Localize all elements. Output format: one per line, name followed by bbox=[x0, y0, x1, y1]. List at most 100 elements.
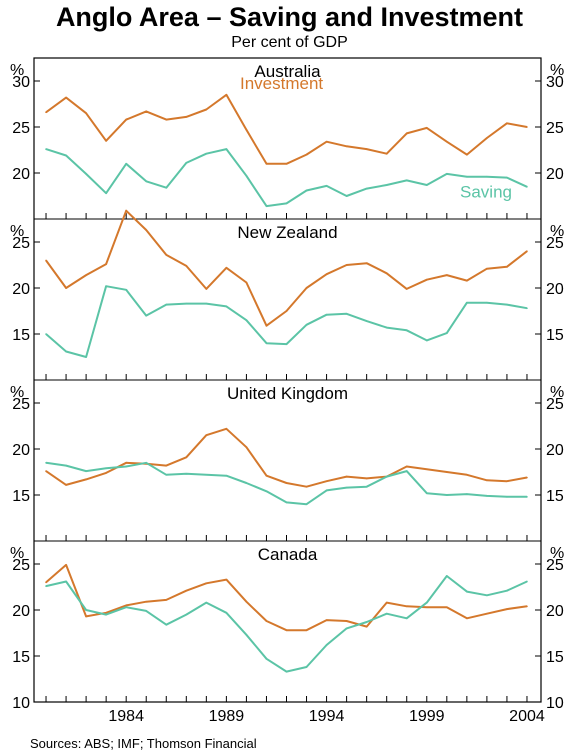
unit-label-right: % bbox=[550, 62, 564, 79]
investment-point bbox=[486, 137, 488, 139]
investment-point bbox=[85, 478, 87, 481]
saving-point bbox=[446, 575, 448, 577]
panel-title: Australia bbox=[254, 62, 321, 81]
saving-point bbox=[325, 185, 328, 187]
investment-point bbox=[385, 601, 388, 604]
investment-point bbox=[365, 148, 368, 150]
investment-point bbox=[125, 462, 127, 464]
investment-point bbox=[285, 482, 288, 484]
unit-label-right: % bbox=[550, 384, 564, 401]
investment-point bbox=[245, 446, 248, 448]
saving-point bbox=[425, 492, 428, 494]
saving-point bbox=[225, 305, 228, 308]
investment-point bbox=[345, 145, 348, 148]
y-tick-label-right: 25 bbox=[546, 557, 564, 574]
unit-label-right: % bbox=[550, 545, 564, 562]
saving-point bbox=[345, 312, 348, 315]
investment-point bbox=[285, 310, 288, 312]
y-tick-label-left: 20 bbox=[12, 166, 30, 183]
investment-point bbox=[225, 266, 228, 269]
saving-point bbox=[385, 475, 388, 478]
saving-point bbox=[486, 301, 488, 304]
investment-point bbox=[486, 479, 488, 482]
investment-point bbox=[185, 265, 188, 267]
investment-point bbox=[65, 287, 67, 289]
saving-point bbox=[265, 490, 268, 493]
saving-point bbox=[305, 503, 308, 506]
investment-point bbox=[325, 140, 328, 143]
y-tick-label-right: 25 bbox=[546, 235, 564, 252]
saving-point bbox=[85, 356, 87, 358]
investment-point bbox=[325, 273, 328, 276]
saving-point bbox=[185, 613, 188, 616]
saving-point bbox=[125, 289, 127, 291]
investment-series-label: Investment bbox=[240, 74, 323, 93]
x-tick-label: 1989 bbox=[209, 708, 245, 725]
saving-point bbox=[65, 350, 67, 353]
saving-point bbox=[466, 175, 468, 178]
y-tick-label-right: 20 bbox=[546, 442, 564, 459]
investment-point bbox=[305, 629, 308, 632]
investment-point bbox=[145, 110, 148, 113]
saving-point bbox=[285, 501, 288, 504]
investment-point bbox=[45, 581, 47, 584]
investment-point bbox=[245, 600, 248, 603]
investment-point bbox=[466, 473, 468, 476]
investment-point bbox=[265, 163, 268, 165]
chart-source: Sources: ABS; IMF; Thomson Financial bbox=[30, 736, 257, 751]
saving-point bbox=[325, 489, 328, 492]
investment-point bbox=[225, 94, 228, 96]
investment-point bbox=[446, 606, 448, 609]
plot-frame bbox=[33, 57, 542, 703]
investment-point bbox=[405, 605, 408, 608]
y-tick-label-right: 25 bbox=[546, 396, 564, 413]
investment-point bbox=[305, 287, 308, 289]
saving-point bbox=[285, 202, 288, 205]
saving-point bbox=[506, 303, 508, 306]
saving-point bbox=[145, 180, 148, 183]
y-tick-label-right: 20 bbox=[546, 603, 564, 620]
investment-line bbox=[45, 563, 528, 632]
investment-point bbox=[85, 112, 87, 114]
saving-point bbox=[185, 162, 188, 164]
investment-point bbox=[385, 272, 388, 275]
investment-point bbox=[165, 254, 168, 256]
y-tick-label-left: 30 bbox=[12, 74, 30, 91]
saving-point bbox=[165, 623, 168, 626]
investment-point bbox=[285, 163, 288, 165]
saving-point bbox=[225, 474, 228, 477]
saving-point bbox=[245, 634, 248, 636]
y-tick-label-left: 20 bbox=[12, 603, 30, 620]
investment-point bbox=[526, 605, 528, 608]
saving-point bbox=[405, 470, 408, 472]
saving-point bbox=[105, 613, 107, 616]
saving-line bbox=[45, 575, 528, 673]
saving-point bbox=[145, 610, 148, 612]
investment-point bbox=[65, 484, 67, 486]
saving-point bbox=[325, 313, 328, 316]
saving-point bbox=[225, 611, 228, 614]
investment-point bbox=[405, 132, 408, 135]
saving-point bbox=[125, 606, 127, 609]
chart-subtitle: Per cent of GDP bbox=[231, 34, 348, 51]
saving-point bbox=[125, 163, 127, 165]
saving-point bbox=[105, 192, 107, 195]
investment-point bbox=[45, 259, 47, 262]
y-tick-label-left: 15 bbox=[12, 327, 30, 344]
saving-point bbox=[105, 467, 107, 470]
saving-point bbox=[85, 470, 87, 472]
investment-point bbox=[506, 608, 508, 610]
saving-point bbox=[365, 320, 368, 322]
saving-point bbox=[45, 148, 47, 150]
saving-point bbox=[285, 343, 288, 345]
y-tick-label-left: 20 bbox=[12, 442, 30, 459]
investment-point bbox=[105, 140, 107, 142]
saving-point bbox=[145, 314, 148, 317]
saving-point bbox=[425, 339, 428, 342]
saving-point bbox=[405, 329, 408, 332]
investment-point bbox=[205, 582, 208, 585]
saving-point bbox=[405, 179, 408, 182]
y-tick-label-right: 20 bbox=[546, 281, 564, 298]
panel-canada: % % 10 10 15 15 20 20 25 25 Canada bbox=[10, 540, 564, 712]
